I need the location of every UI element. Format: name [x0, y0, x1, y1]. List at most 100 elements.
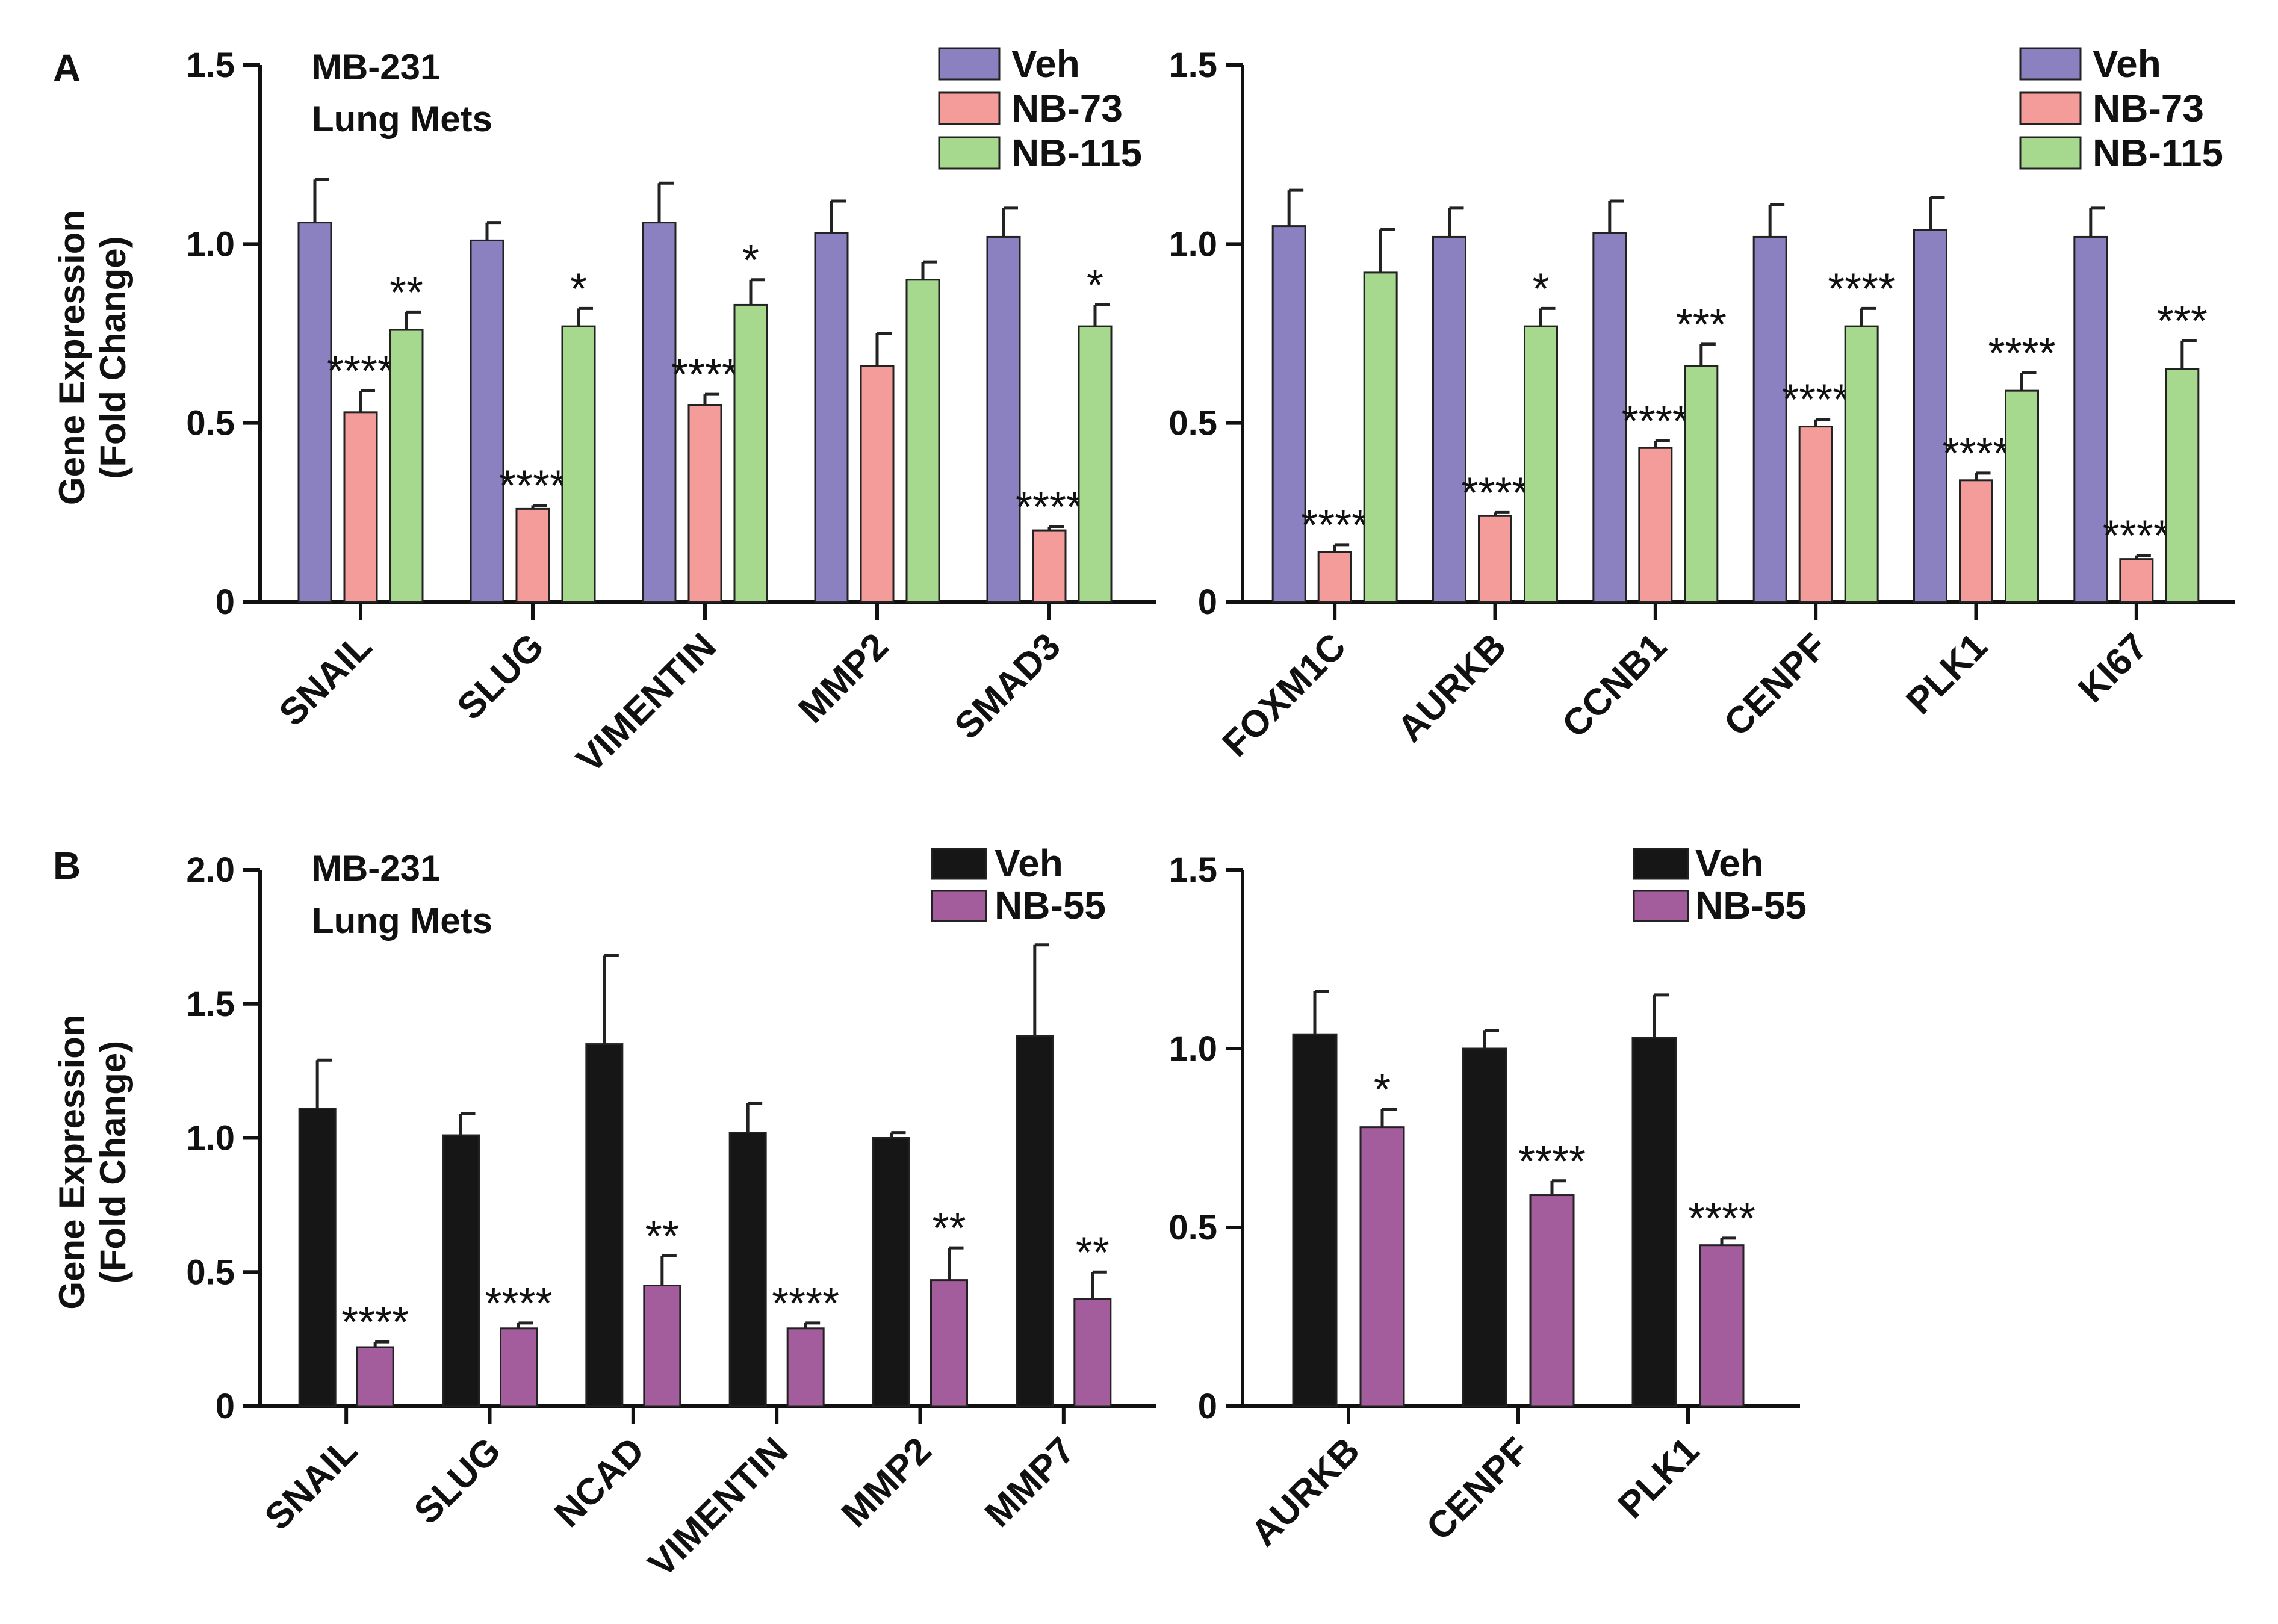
y-tick-label: 1.5 [1168, 851, 1217, 890]
panel-label-b: B [53, 844, 81, 887]
bar-nb-73-snail [343, 411, 378, 603]
significance-label: *** [2157, 297, 2208, 346]
legend-swatch [1633, 890, 1689, 922]
chart-annotation: MB-231 [312, 47, 440, 87]
y-tick-label: 1.0 [186, 1119, 235, 1158]
legend-label: NB-55 [995, 884, 1106, 927]
bar-veh-mmp2 [814, 232, 849, 603]
legend-label: Veh [1695, 841, 1764, 885]
y-tick-label: 1.0 [1168, 225, 1217, 264]
legend-label: NB-73 [1011, 87, 1123, 130]
legend-swatch [938, 47, 1001, 81]
legend-swatch [2019, 136, 2082, 170]
significance-label: **** [1782, 376, 1849, 424]
panel-label-a: A [53, 46, 81, 90]
legend-label: NB-73 [2093, 87, 2204, 130]
y-tick-label: 0.5 [1168, 1208, 1217, 1247]
y-tick-label: 0 [216, 583, 235, 622]
legend-label: NB-115 [2093, 131, 2223, 175]
y-axis-label: Gene Expression [52, 1014, 92, 1309]
legend-swatch [931, 848, 987, 880]
bar-veh-ncad [585, 1043, 624, 1407]
significance-label: ** [389, 268, 423, 317]
chart-annotation: Lung Mets [312, 900, 492, 941]
bar-veh-smad3 [986, 235, 1021, 603]
y-tick-label: 1.0 [1168, 1029, 1217, 1068]
significance-label: **** [1988, 329, 2055, 377]
significance-label: **** [485, 1280, 552, 1328]
legend-label: Veh [1011, 42, 1080, 85]
y-tick-label: 0 [1198, 1387, 1217, 1426]
chart-annotation: Lung Mets [312, 99, 492, 139]
bar-nb-115-vimentin [733, 303, 768, 603]
legend-label: NB-55 [1695, 884, 1807, 927]
category-label: MMP2 [790, 625, 896, 731]
bar-nb-115-ki67 [2165, 368, 2200, 603]
bar-nb-73-plk1 [1959, 479, 1993, 603]
significance-label: **** [1942, 430, 2010, 478]
legend-label: Veh [2093, 42, 2161, 85]
bar-nb-55-cenpf [1529, 1194, 1575, 1407]
significance-label: * [1374, 1066, 1391, 1114]
bar-nb-115-slug [561, 325, 596, 603]
category-label: VIMENTIN [569, 625, 724, 781]
bar-veh-aurkb [1292, 1033, 1338, 1407]
legend-swatch [931, 890, 987, 922]
y-tick-label: 1.5 [1168, 46, 1217, 85]
bar-veh-plk1 [1913, 229, 1947, 603]
significance-label: **** [1688, 1195, 1755, 1243]
bar-veh-vimentin [728, 1132, 767, 1407]
category-label: SNAIL [272, 625, 380, 734]
bar-nb-115-aurkb [1524, 325, 1558, 603]
bar-veh-ki67 [2073, 235, 2108, 603]
bar-veh-snail [297, 222, 332, 603]
significance-label: * [1087, 261, 1103, 309]
category-label: SLUG [406, 1430, 509, 1533]
bar-veh-cenpf [1462, 1047, 1507, 1407]
chart-b-right: 0 0.5 1.0 1.5 AURKB * CENPF **** PLK1 **** VehNB-5… [1168, 841, 1807, 1554]
y-tick-label: 2.0 [186, 851, 235, 890]
category-label: CENPF [1716, 625, 1835, 744]
significance-label: * [570, 265, 587, 313]
legend-swatch [1633, 848, 1689, 880]
bar-nb-73-foxm1c [1317, 551, 1352, 603]
category-label: CENPF [1419, 1430, 1538, 1548]
bar-nb-73-ccnb1 [1638, 447, 1673, 603]
bar-nb-55-snail [356, 1346, 394, 1407]
bar-veh-ccnb1 [1592, 232, 1627, 603]
category-label: VIMENTIN [641, 1430, 796, 1585]
bar-veh-aurkb [1432, 235, 1466, 603]
significance-label: **** [499, 462, 566, 510]
bar-veh-cenpf [1752, 235, 1787, 603]
chart-a-right: 00.51.01.5FOXM1C****AURKB*****CCNB1*****… [1168, 42, 2235, 765]
bar-veh-vimentin [642, 222, 677, 603]
category-label: AURKB [1389, 625, 1514, 750]
category-label: PLK1 [1610, 1430, 1707, 1526]
bar-nb-115-mmp2 [905, 279, 940, 603]
category-label: MMP7 [977, 1430, 1082, 1535]
significance-label: **** [1828, 265, 1895, 313]
bar-nb-55-mmp2 [930, 1279, 968, 1407]
category-label: KI67 [2070, 625, 2155, 710]
bar-veh-slug [442, 1134, 480, 1407]
bar-veh-foxm1c [1271, 225, 1306, 603]
bar-nb-115-cenpf [1844, 325, 1879, 603]
category-label: SNAIL [257, 1430, 365, 1538]
significance-label: **** [1622, 397, 1689, 445]
bar-nb-73-ki67 [2119, 558, 2154, 603]
bar-veh-plk1 [1631, 1037, 1677, 1407]
significance-label: **** [671, 351, 739, 399]
category-label: PLK1 [1899, 625, 1996, 722]
bar-nb-55-slug [500, 1327, 538, 1407]
bar-nb-115-plk1 [2005, 389, 2039, 603]
significance-label: ** [645, 1213, 679, 1261]
significance-label: **** [1016, 483, 1083, 532]
legend-swatch [2019, 91, 2082, 125]
significance-label: **** [341, 1298, 409, 1347]
bar-nb-115-smad3 [1078, 325, 1113, 603]
legend-label: Veh [995, 841, 1063, 885]
bar-veh-mmp7 [1016, 1035, 1054, 1407]
bar-nb-73-vimentin [687, 404, 722, 603]
y-tick-label: 1.0 [186, 225, 235, 264]
